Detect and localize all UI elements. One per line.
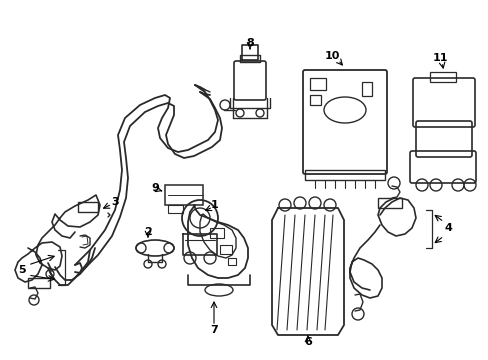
- Text: 5: 5: [18, 265, 26, 275]
- Bar: [78, 202, 98, 212]
- Bar: [220, 245, 231, 254]
- Text: 9: 9: [151, 183, 159, 193]
- Text: 7: 7: [210, 325, 218, 335]
- Text: 10: 10: [324, 51, 339, 61]
- Bar: [305, 170, 384, 180]
- Bar: [28, 278, 50, 288]
- Bar: [429, 72, 455, 82]
- Text: 1: 1: [211, 200, 219, 210]
- Text: 4: 4: [443, 223, 451, 233]
- Text: 2: 2: [144, 227, 152, 237]
- Text: 3: 3: [111, 197, 119, 207]
- Text: 11: 11: [431, 53, 447, 63]
- Bar: [361, 82, 371, 96]
- Bar: [309, 78, 325, 90]
- Text: 8: 8: [245, 38, 253, 48]
- Bar: [168, 205, 183, 213]
- Bar: [377, 198, 401, 208]
- Bar: [309, 95, 320, 105]
- Text: 6: 6: [304, 337, 311, 347]
- Bar: [209, 228, 224, 238]
- Bar: [227, 258, 236, 265]
- Bar: [164, 185, 203, 205]
